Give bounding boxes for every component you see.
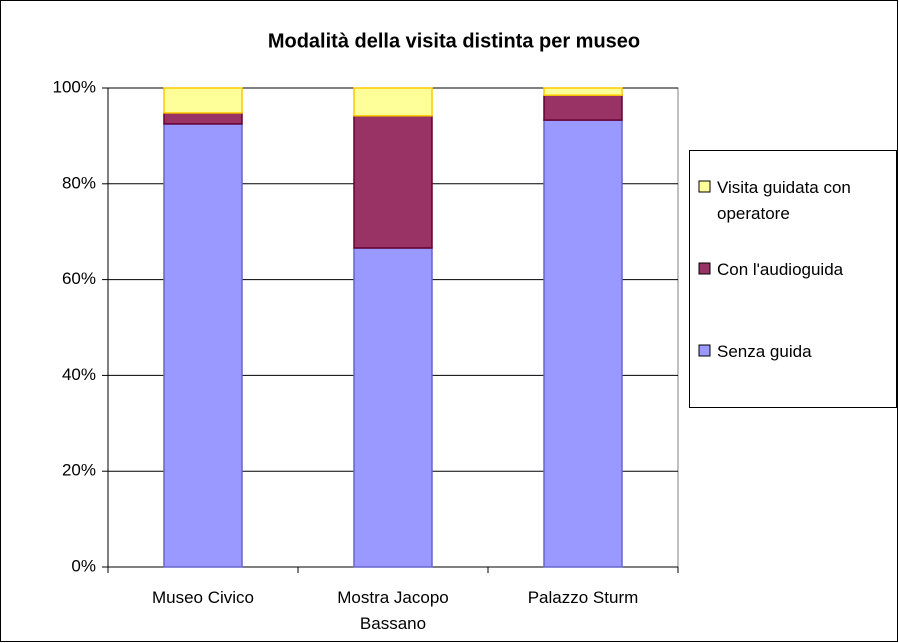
- y-tick-label: 40%: [62, 365, 96, 384]
- chart-title: Modalità della visita distinta per museo: [268, 30, 640, 52]
- y-tick-label: 60%: [62, 269, 96, 288]
- legend-label: Con l'audioguida: [717, 260, 844, 279]
- x-tick-label: Museo Civico: [152, 588, 254, 607]
- bar-segment: [353, 115, 433, 249]
- y-tick-label: 80%: [62, 173, 96, 192]
- x-tick-label: Palazzo Sturm: [528, 588, 639, 607]
- bar-segment: [163, 112, 243, 125]
- legend-swatch: [698, 180, 711, 193]
- bar-segment: [543, 87, 623, 96]
- x-tick-label: Mostra Jacopo Bassano: [337, 588, 449, 633]
- y-tick-label: 0%: [71, 556, 96, 575]
- bar-segment: [543, 94, 623, 121]
- bar-segment: [163, 87, 243, 114]
- bar-segment: [353, 247, 433, 568]
- legend-box: [689, 150, 897, 408]
- y-tick-label: 100%: [53, 77, 96, 96]
- bar-segment: [163, 123, 243, 568]
- bar-segment: [353, 87, 433, 117]
- bar-segment: [543, 119, 623, 568]
- legend-label: Senza guida: [717, 342, 812, 361]
- legend-swatch: [698, 344, 711, 357]
- legend-label: Visita guidata con operatore: [717, 178, 851, 223]
- y-tick-label: 20%: [62, 461, 96, 480]
- legend-swatch: [698, 262, 711, 275]
